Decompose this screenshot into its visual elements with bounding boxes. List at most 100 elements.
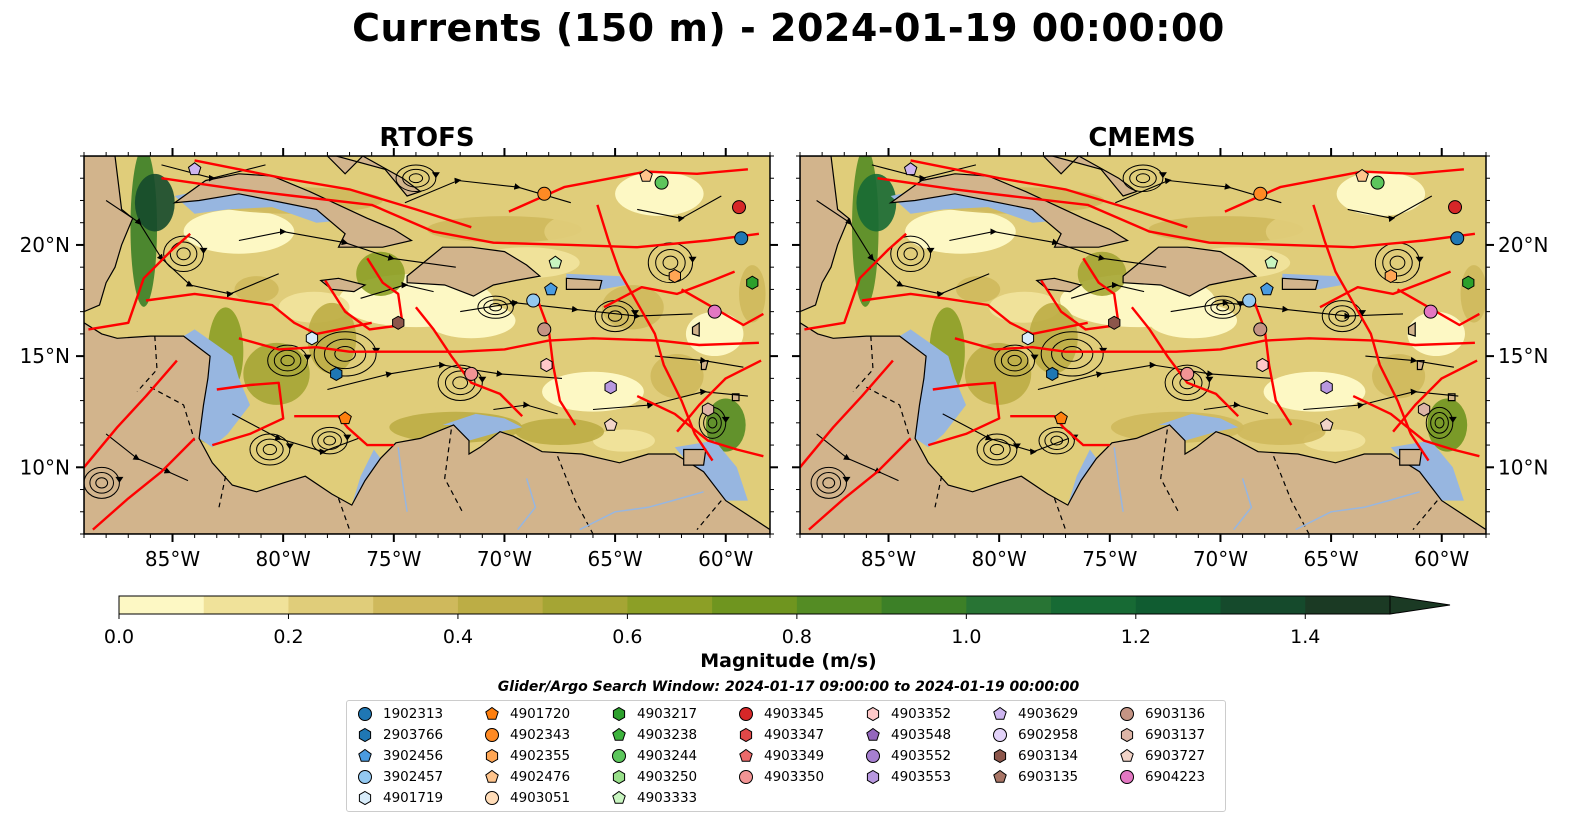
legend-label: 3902456 [383,748,444,764]
float-marker-4902476[interactable] [639,168,653,182]
legend-label: 4901720 [510,706,571,722]
circle-marker-icon [485,791,499,805]
pentagon-marker-icon [866,727,880,741]
float-marker-3902457[interactable] [526,293,541,308]
float-marker-4903553[interactable] [604,380,617,395]
float-marker-6903137[interactable] [1417,402,1431,417]
legend-entry: 2903766 [357,725,443,745]
eddy-streamline [707,417,718,429]
track-line [1396,288,1480,327]
float-marker-6903137[interactable] [701,402,715,417]
hexagon-marker-icon [358,790,372,806]
float-marker-4903217[interactable] [1462,275,1475,290]
circle-marker-icon [358,770,372,784]
float-marker-6903134[interactable] [392,315,405,330]
float-marker-2903766[interactable] [330,366,343,381]
track-line [808,437,912,531]
legend-entry: 6903136 [1119,704,1205,724]
track-line [161,177,760,249]
streamline [654,355,744,368]
float-marker-4903352[interactable] [1256,357,1269,373]
float-marker-4903333[interactable] [548,255,563,269]
legend-entry: 4902355 [484,746,570,766]
float-marker-4903553[interactable] [1320,380,1333,395]
float-marker-3902457[interactable] [1242,293,1257,308]
float-marker-4901719[interactable] [1021,331,1035,346]
track-line [596,204,714,462]
legend-label: 4903629 [1018,706,1079,722]
land [1399,448,1423,466]
legend-entry: 4903217 [611,704,697,724]
float-marker-6903727[interactable] [1319,417,1334,431]
track-line [534,293,577,426]
map-panel-cmems [800,156,1486,534]
eddy-streamline [822,477,836,489]
float-marker-4902343[interactable] [1253,186,1268,201]
float-marker-4903345[interactable] [1448,200,1463,215]
flow-arrow [343,434,352,441]
float-marker-1902313[interactable] [734,231,749,246]
colorbar-segment [1305,596,1391,614]
legend-label: 4903333 [637,790,698,806]
hexagon-marker-icon [612,769,626,785]
pentagon-marker-icon [485,769,499,783]
legend-entry: 1902313 [357,704,443,724]
current-intensity [956,276,1001,303]
float-marker-3902456[interactable] [1260,282,1274,296]
float-marker-6903136[interactable] [1253,322,1268,337]
current-intensity [1460,265,1486,323]
track-line [194,159,472,229]
streamline [232,413,359,456]
float-marker-6903134[interactable] [1108,315,1121,330]
float-marker-3902456[interactable] [544,282,558,296]
streamline [592,388,748,411]
streamline [1347,195,1433,223]
colorbar-tick-label: 0.6 [612,626,642,648]
float-marker-4903352[interactable] [540,357,553,373]
lat-tick-label: 10°N [1498,455,1548,479]
streamline [949,228,1167,268]
lon-tick-label: 65°W [587,547,642,571]
pentagon-marker-icon [993,706,1007,720]
float-marker-6904223[interactable] [1423,304,1438,319]
current-intensity [739,265,766,323]
legend-label: 4903347 [764,727,825,743]
track-line [680,288,764,327]
legend-label: 4903250 [637,769,698,785]
float-marker-6903136[interactable] [537,322,552,337]
float-marker-4903244[interactable] [1370,175,1385,190]
float-marker-4903629[interactable] [187,162,202,176]
pentagon-marker-icon [739,748,753,762]
float-marker-4903350[interactable] [1180,366,1195,381]
float-marker-6903727[interactable] [603,417,618,431]
float-marker-4901720[interactable] [338,411,352,425]
float-marker-4902355[interactable] [668,269,681,284]
float-marker-4903629[interactable] [903,162,918,176]
flow-arrow [1205,376,1214,383]
eddy-streamline [313,331,377,377]
current-intensity [356,251,405,296]
float-marker-4903345[interactable] [732,200,747,215]
float-marker-4902343[interactable] [537,186,552,201]
eddy-streamline [1000,349,1029,372]
float-marker-2903766[interactable] [1046,366,1059,381]
country-border [1273,455,1310,534]
float-marker-4902355[interactable] [1384,269,1397,284]
float-marker-4901719[interactable] [305,331,319,346]
legend-entry: 4902343 [484,725,570,745]
float-marker-4901720[interactable] [1054,411,1068,425]
legend-entry: 4903629 [992,704,1078,724]
lat-tick-label: 15°N [20,344,70,368]
float-marker-4903350[interactable] [464,366,479,381]
float-marker-1902313[interactable] [1450,231,1465,246]
float-marker-4903244[interactable] [654,175,669,190]
lon-tick-label: 70°W [1193,547,1248,571]
float-marker-4903333[interactable] [1264,255,1279,269]
river [579,491,704,531]
float-marker-6904223[interactable] [707,304,722,319]
float-marker-4903217[interactable] [746,275,759,290]
current-intensity [964,342,1032,405]
float-marker-4902476[interactable] [1355,168,1369,182]
track-line [927,381,1001,447]
